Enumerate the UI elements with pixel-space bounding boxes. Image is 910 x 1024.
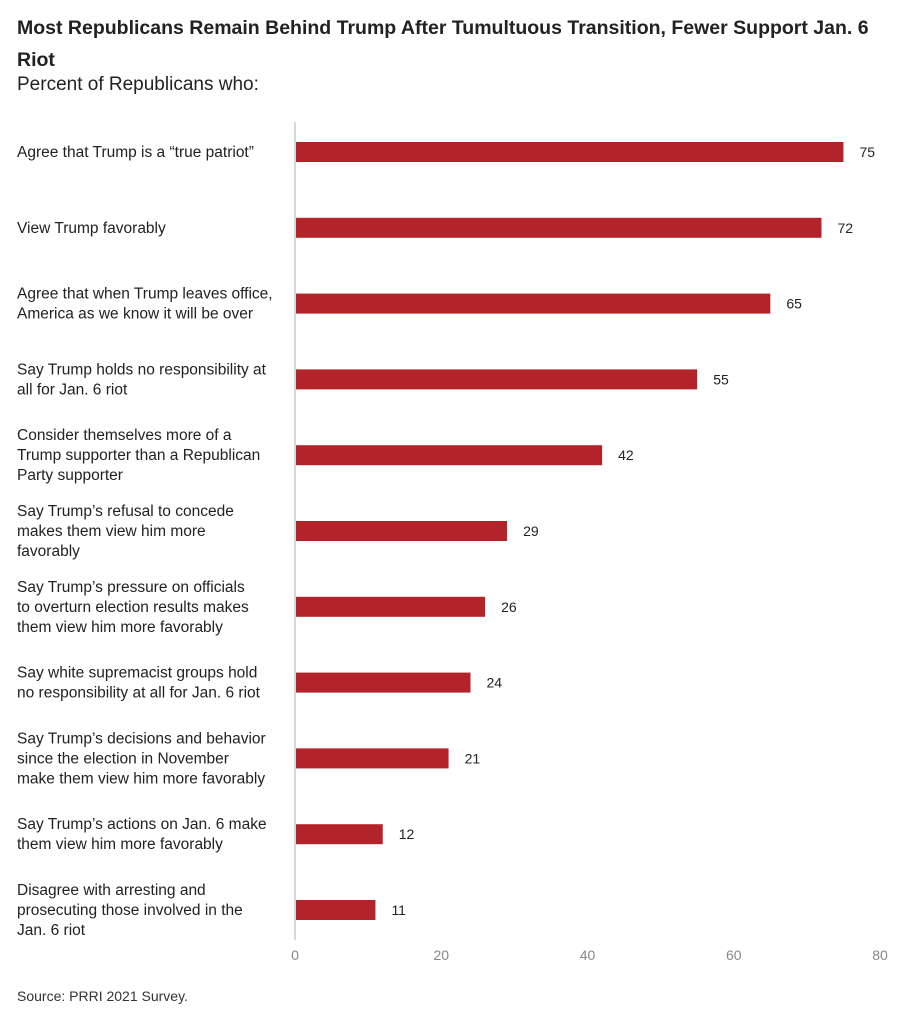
bar [296,142,844,162]
category-label-line: them view him more favorably [17,836,223,853]
data-label: 29 [523,523,539,539]
bar [296,748,449,769]
category-label-line: Consider themselves more of a [17,427,232,444]
source-note: Source: PRRI 2021 Survey. [17,988,188,1004]
category-label-line: Say Trump’s decisions and behavior [17,730,266,747]
category-label-line: Agree that when Trump leaves office, [17,286,273,303]
category-label: Agree that Trump is a “true patriot” [17,144,254,161]
category-label: Agree that when Trump leaves office, Amer… [17,286,273,323]
data-label: 24 [487,675,503,691]
category-label-line: Agree that Trump is a “true patriot” [17,144,254,161]
bar [296,900,376,920]
data-label: 21 [465,750,481,766]
bar [296,445,603,466]
bar [296,521,508,541]
data-label: 75 [859,144,875,160]
data-label: 65 [786,296,802,312]
category-label-line: Say Trump’s refusal to concede [17,503,234,520]
category-label-line: no responsibility at all for Jan. 6 riot [17,685,261,702]
category-label: View Trump favorably [17,220,166,237]
x-tick-label: 60 [726,947,742,963]
category-label-line: Party supporter [17,467,123,484]
category-label-line: Disagree with arresting and [17,882,206,899]
x-tick-label: 20 [433,947,449,963]
bar [296,217,822,238]
category-label-line: Say white supremacist groups hold [17,665,257,682]
category-label-line: to overturn election results makes [17,599,249,616]
category-label-line: America as we know it will be over [17,306,253,323]
data-label: 42 [618,447,634,463]
category-label: Say Trump’s refusal to concede makes them… [17,503,234,560]
chart-subtitle: Percent of Republicans who: [17,74,259,95]
category-label: Say Trump’s decisions and behavior since … [17,730,266,787]
data-label: 12 [399,826,415,842]
category-label-line: makes them view him more [17,523,206,540]
bar [296,596,486,617]
category-label: Disagree with arresting and prosecuting t… [17,882,243,939]
category-label-line: favorably [17,543,80,560]
category-label: Consider themselves more of a Trump suppo… [17,427,260,484]
category-label-line: View Trump favorably [17,220,166,237]
data-label: 72 [838,220,854,236]
x-tick-label: 80 [872,947,888,963]
bar [296,369,698,390]
bar [296,672,471,693]
bar [296,824,383,845]
x-tick-label: 0 [291,947,299,963]
category-label: Say Trump’s pressure on officials to over… [17,579,249,636]
category-label-line: prosecuting those involved in the [17,902,243,919]
chart-title: Most Republicans Remain Behind Trump Aft… [17,17,869,71]
category-label-line: make them view him more favorably [17,770,265,787]
category-label: Say Trump’s actions on Jan. 6 make them v… [17,816,267,853]
category-label: Say Trump holds no responsibility at all … [17,361,267,398]
category-label-line: Say Trump’s pressure on officials [17,579,245,596]
category-label: Say white supremacist groups hold no resp… [17,665,261,702]
data-label: 55 [713,371,729,387]
category-label-line: them view him more favorably [17,619,223,636]
category-label-line: all for Jan. 6 riot [17,381,128,398]
data-label: 11 [391,902,406,918]
category-label-line: Trump supporter than a Republican [17,447,260,464]
bar [296,293,771,314]
category-label-line: Jan. 6 riot [17,922,86,939]
category-label-line: since the election in November [17,750,229,767]
category-label-line: Say Trump’s actions on Jan. 6 make [17,816,267,833]
x-tick-label: 40 [580,947,596,963]
category-label-line: Say Trump holds no responsibility at [17,361,267,378]
data-label: 26 [501,599,517,615]
